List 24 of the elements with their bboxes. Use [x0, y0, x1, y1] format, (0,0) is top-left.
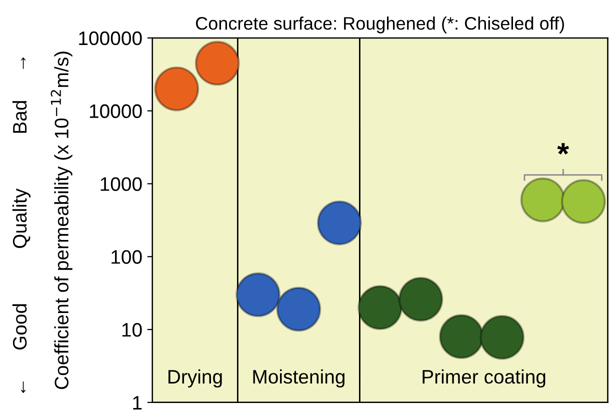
annotation: Primer coating [422, 369, 546, 388]
point [276, 286, 322, 332]
point [236, 272, 280, 318]
point [438, 314, 484, 360]
annotation: * [557, 143, 570, 155]
annotation: Moistening [253, 369, 344, 388]
y-tick-label: 10 [122, 322, 142, 337]
y-tick-label: 100000 [79, 31, 142, 46]
point [561, 179, 606, 224]
point [316, 200, 362, 246]
text: ← Good Quality Bad → [12, 57, 31, 394]
y-tick-label: 100 [112, 250, 142, 264]
y-tick-label: 1000 [100, 177, 142, 191]
y-axis-title: Coefficient of permeability (x 10$^{−12}$m/s) [50, 52, 72, 390]
point [480, 314, 525, 360]
point [398, 276, 444, 322]
point [194, 40, 240, 86]
point [358, 285, 403, 330]
point [520, 177, 566, 222]
y-tick-label: 1 [133, 396, 142, 410]
chart-title: Concrete surface: Roughened (*: Chiseled off) [196, 16, 564, 34]
y-tick-label: 10000 [90, 104, 142, 118]
point [154, 66, 200, 112]
annotation: Drying [168, 369, 222, 388]
